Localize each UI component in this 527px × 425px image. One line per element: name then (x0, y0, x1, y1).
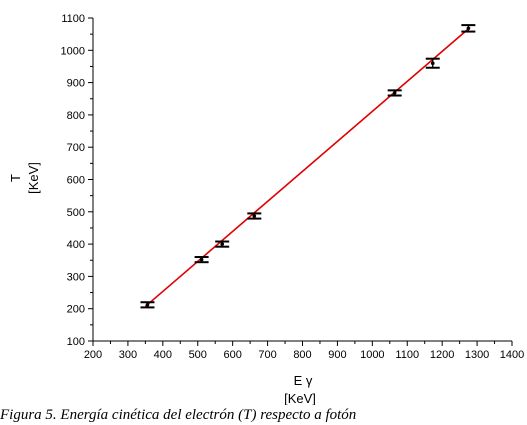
x-axis-ticks: 200 300 400 500 600 700 800 900 1000 1100 1200 1300… (84, 341, 524, 361)
data-points-layer (140, 24, 476, 309)
x-tick-label: 300 (119, 349, 137, 361)
x-tick-label: 700 (258, 349, 276, 361)
chart: 200 300 400 500 600 700 800 900 1000 1100 1200 1300… (8, 13, 524, 405)
data-point (387, 89, 402, 97)
point-marker (220, 242, 224, 246)
x-tick-label: 400 (154, 349, 172, 361)
y-tick-label: 1000 (61, 45, 85, 57)
x-tick-label: 1300 (465, 349, 489, 361)
data-point (215, 240, 230, 248)
data-point (461, 24, 476, 33)
figure-caption: Figura 5. Energía cinética del electrón … (0, 407, 357, 423)
point-marker (466, 26, 471, 31)
y-tick-label: 500 (67, 207, 85, 219)
data-point (140, 301, 155, 309)
point-marker (392, 91, 397, 95)
y-tick-label: 100 (67, 336, 85, 348)
x-tick-label: 1400 (500, 349, 524, 361)
x-axis-title: E γ (294, 373, 313, 388)
y-tick-label: 1100 (61, 13, 85, 25)
y-tick-label: 300 (67, 271, 85, 283)
point-marker (199, 257, 204, 262)
y-tick-label: 600 (67, 175, 85, 187)
data-point (194, 256, 209, 264)
fit-line (144, 26, 471, 308)
x-tick-label: 900 (328, 349, 346, 361)
y-tick-label: 200 (67, 304, 85, 316)
y-tick-label: 900 (67, 78, 85, 90)
axes (92, 18, 512, 342)
data-point (247, 212, 262, 220)
x-tick-label: 1000 (360, 349, 384, 361)
point-marker (430, 61, 435, 66)
data-point (425, 57, 440, 69)
x-tick-label: 600 (223, 349, 241, 361)
y-tick-label: 400 (67, 239, 85, 251)
fit-line-layer (144, 26, 471, 308)
y-axis-title: T (8, 174, 23, 182)
y-axis-ticks: 100 200 300 400 500 600 700 800 900 1000 1100 (61, 13, 93, 348)
y-axis-unit: [KeV] (26, 162, 41, 194)
x-axis-unit: [KeV] (284, 391, 316, 405)
x-tick-label: 500 (189, 349, 207, 361)
x-tick-label: 1100 (395, 349, 419, 361)
y-tick-label: 800 (67, 110, 85, 122)
point-marker (145, 303, 150, 307)
point-marker (252, 214, 257, 218)
x-tick-label: 1200 (430, 349, 454, 361)
x-tick-label: 800 (293, 349, 311, 361)
y-tick-label: 700 (67, 142, 85, 154)
x-tick-label: 200 (84, 349, 102, 361)
